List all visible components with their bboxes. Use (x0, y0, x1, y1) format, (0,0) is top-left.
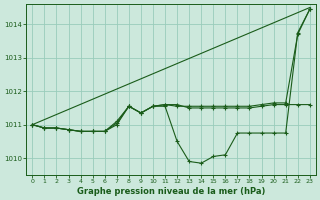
X-axis label: Graphe pression niveau de la mer (hPa): Graphe pression niveau de la mer (hPa) (77, 187, 265, 196)
